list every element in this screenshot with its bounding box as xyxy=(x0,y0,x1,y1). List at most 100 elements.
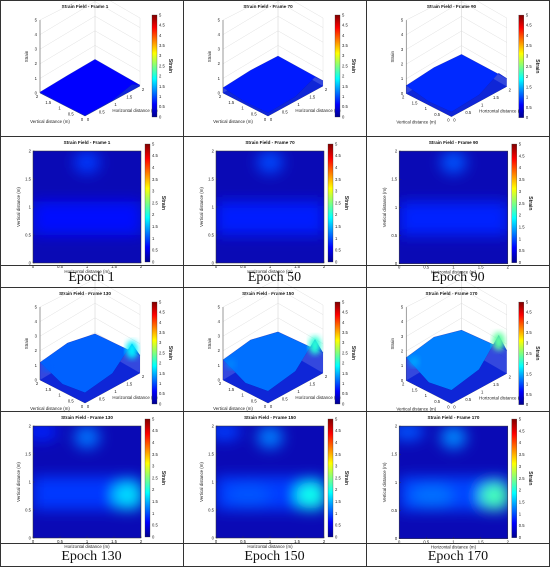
heatmap-field xyxy=(216,426,324,510)
colorbar-tick: 0.5 xyxy=(526,392,532,397)
gridline xyxy=(406,1,462,35)
y-axis-label: Vertical distance (m) xyxy=(199,462,204,502)
x-tick: 2 xyxy=(507,265,510,270)
colorbar-tick: 2.5 xyxy=(519,201,525,206)
colorbar-tick: 3.5 xyxy=(152,452,158,457)
epoch-caption: Epoch 1 xyxy=(68,270,114,285)
x-tick: 1 xyxy=(114,389,117,394)
x-tick: 1 xyxy=(297,389,300,394)
colorbar-tick: 1.5 xyxy=(519,499,525,504)
colorbar-tick: 2 xyxy=(342,74,345,79)
x-tick: 1 xyxy=(452,265,455,270)
gridline xyxy=(461,1,507,28)
colorbar-tick: 4 xyxy=(342,320,345,325)
colorbar-tick: 4 xyxy=(519,440,522,445)
x-tick: 1.5 xyxy=(478,265,484,270)
heatmap-panel: Strain Field - Frame 150 0 0.5 1 1.5 2 0 0.5 1 1.… xyxy=(199,415,349,549)
panel-title: Strain Field - Frame 170 xyxy=(428,415,480,420)
colorbar-tick: 3.5 xyxy=(159,43,165,48)
z-tick: 1 xyxy=(401,363,404,368)
gridline xyxy=(94,303,141,330)
strain-surface xyxy=(405,54,507,117)
y-tick: 0.5 xyxy=(25,507,31,512)
epoch-caption: Epoch 50 xyxy=(248,270,301,285)
surface-panel: Strain Field - Frame 1 0 1 2 3 4 5 Strain 2 1.5 1 0… xyxy=(24,0,173,124)
gridline xyxy=(461,288,507,315)
strain-peak xyxy=(43,361,53,372)
colorbar-tick: 2 xyxy=(519,213,522,218)
colorbar-tick: 3.5 xyxy=(159,330,165,335)
colorbar-tick: 5 xyxy=(526,299,529,304)
y-tick: 0 xyxy=(395,261,398,266)
colorbar xyxy=(151,14,158,118)
colorbar-tick: 1 xyxy=(159,94,162,99)
x-tick: 0 xyxy=(87,117,90,122)
colorbar-tick: 2.5 xyxy=(342,63,348,68)
gridline xyxy=(39,30,96,64)
z-tick: 2 xyxy=(35,61,38,66)
y-tick: 0 xyxy=(29,535,32,540)
colorbar xyxy=(511,418,517,538)
y-tick: 1 xyxy=(29,204,32,209)
gridline xyxy=(39,317,96,351)
colorbar-tick: 4.5 xyxy=(335,428,341,433)
colorbar-tick: 1.5 xyxy=(335,499,341,504)
colorbar-tick: 5 xyxy=(335,141,338,146)
panel-title: Strain Field - Frame 170 xyxy=(426,291,478,296)
z-tick: 1 xyxy=(218,363,221,368)
x-tick: 0.5 xyxy=(423,540,429,545)
x-tick: 1 xyxy=(481,103,484,108)
colorbar-tick: 3 xyxy=(519,189,522,194)
x-tick: 2 xyxy=(325,374,328,379)
colorbar-tick: 0 xyxy=(159,401,162,406)
colorbar-label: Strain xyxy=(350,59,356,73)
gridline xyxy=(277,30,324,57)
gridline xyxy=(277,288,324,315)
x-axis-label: Horizontal distance (m) xyxy=(431,270,477,275)
y-tick: 1.5 xyxy=(25,451,31,456)
z-axis-label: Strain xyxy=(390,338,395,350)
x-axis-label: Horizontal distance (m) xyxy=(479,396,525,401)
colorbar-tick: 2 xyxy=(335,212,338,217)
x-tick: 1 xyxy=(269,539,272,544)
surface-front xyxy=(406,73,507,117)
heatmap-hotspot xyxy=(399,426,425,441)
heatmap-hotspot xyxy=(479,482,508,510)
colorbar-tick: 5 xyxy=(335,416,338,421)
x-tick: 1.5 xyxy=(493,382,499,387)
x-tick: 0 xyxy=(453,118,456,123)
gridline xyxy=(461,30,507,58)
heatmap-band xyxy=(399,201,508,236)
y-tick: 0.5 xyxy=(391,233,397,238)
colorbar-tick: 3.5 xyxy=(335,177,341,182)
y-axis-label: Vertical distance (m) xyxy=(213,406,253,411)
colorbar-label: Strain xyxy=(167,59,173,73)
strain-peak xyxy=(409,356,420,367)
heatmap-hotspot xyxy=(257,151,283,174)
heatmap-hotspot xyxy=(295,482,324,509)
colorbar-tick: 3.5 xyxy=(526,43,532,48)
z-tick: 3 xyxy=(218,47,221,52)
x-axis-label: Horizontal distance (m) xyxy=(112,395,158,400)
epoch-caption: Epoch 130 xyxy=(61,549,121,564)
colorbar-tick: 4.5 xyxy=(159,310,165,315)
gridline xyxy=(94,45,141,72)
x-tick: 0 xyxy=(270,404,273,409)
x-tick: 0 xyxy=(453,405,456,410)
colorbar-tick: 1.5 xyxy=(526,371,532,376)
z-tick: 3 xyxy=(35,334,38,339)
surface-front xyxy=(40,343,140,403)
colorbar-tick: 0.5 xyxy=(152,523,158,528)
colorbar-label: Strain xyxy=(160,196,166,210)
colorbar-tick: 3 xyxy=(519,464,522,469)
colorbar xyxy=(518,14,524,118)
colorbar-tick: 3.5 xyxy=(152,177,158,182)
colorbar-tick: 2.5 xyxy=(335,475,341,480)
colorbar-tick: 0 xyxy=(519,535,522,540)
z-tick: 4 xyxy=(35,319,38,324)
z-tick: 2 xyxy=(218,61,221,66)
z-tick: 3 xyxy=(401,47,404,52)
colorbar-tick: 2 xyxy=(519,488,522,493)
strain-peak xyxy=(126,340,138,359)
